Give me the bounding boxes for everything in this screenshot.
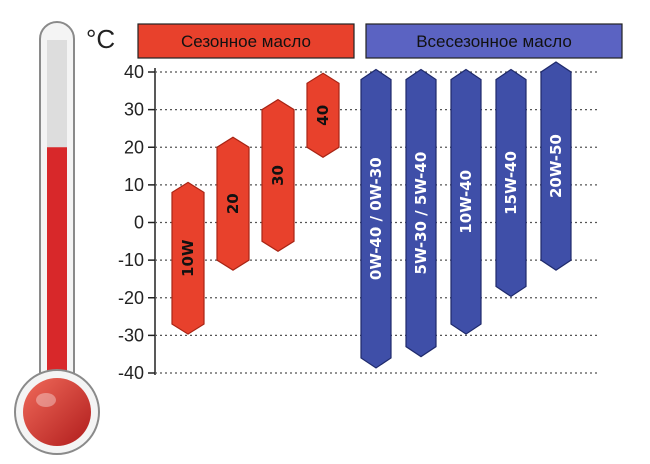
thermometer — [14, 21, 100, 455]
bars: 10W 20 30 40 0W-40 / 0W-30 5W-30 / 5W-40 10W-4… — [171, 61, 572, 369]
bar-seasonal-0 — [171, 181, 205, 335]
bar-label: 5W-30 / 5W-40 — [412, 152, 430, 275]
y-tick-label: 40 — [124, 62, 144, 82]
bar-label: 0W-40 / 0W-30 — [367, 157, 385, 280]
unit-label: °C — [86, 24, 115, 54]
bar-allseason-4 — [360, 68, 392, 369]
y-tick-label: 30 — [124, 100, 144, 120]
y-tick-label: -20 — [118, 288, 144, 308]
legend-allseason-label: Всесезонное масло — [416, 32, 572, 51]
y-tick-label: -30 — [118, 325, 144, 345]
bar-label: 20 — [224, 193, 242, 214]
bar-label: 40 — [314, 105, 332, 126]
bar-seasonal-3 — [306, 72, 340, 158]
thermometer-fill — [47, 147, 67, 412]
bar-allseason-6 — [450, 68, 482, 335]
legend-seasonal-box — [137, 23, 355, 59]
y-axis: 40 30 20 10 0 -10 -20 -30 -40 — [118, 62, 600, 383]
bar-allseason-5 — [405, 68, 437, 358]
y-tick-label: -40 — [118, 363, 144, 383]
bar-seasonal-2 — [261, 98, 295, 253]
legend-allseason-box — [365, 23, 623, 59]
bar-allseason-7 — [495, 68, 527, 298]
y-tick-label: -10 — [118, 250, 144, 270]
legend: Сезонное масло Всесезонное масло — [137, 23, 623, 59]
y-tick-label: 20 — [124, 137, 144, 157]
bar-allseason-8 — [540, 61, 572, 271]
y-tick-label: 10 — [124, 175, 144, 195]
legend-seasonal-label: Сезонное масло — [181, 32, 311, 51]
bar-label: 10W-40 — [457, 170, 475, 234]
thermometer-bulb — [23, 378, 91, 446]
bar-label: 10W — [179, 239, 197, 277]
bar-seasonal-1 — [216, 136, 250, 271]
bar-label: 20W-50 — [547, 134, 565, 198]
bar-label: 15W-40 — [502, 151, 520, 215]
y-tick-label: 0 — [134, 213, 144, 233]
bar-label: 30 — [269, 165, 287, 186]
thermometer-bulb-shine — [36, 393, 56, 407]
